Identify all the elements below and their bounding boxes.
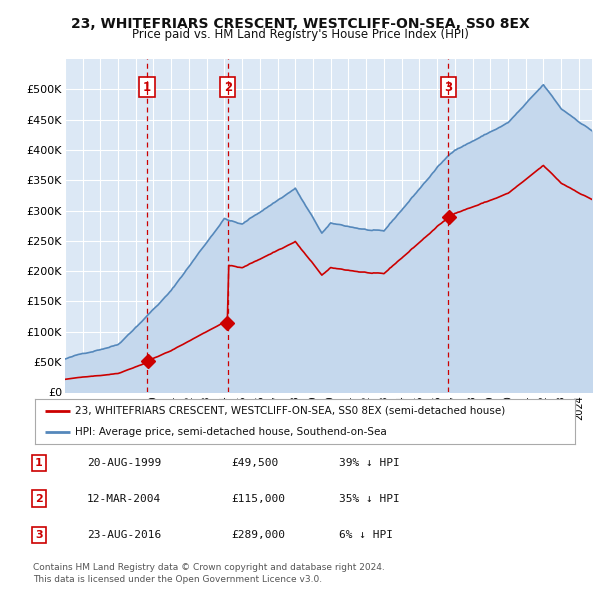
Text: 39% ↓ HPI: 39% ↓ HPI	[339, 458, 400, 468]
Text: 2: 2	[35, 494, 43, 503]
Text: 35% ↓ HPI: 35% ↓ HPI	[339, 494, 400, 503]
Text: 2: 2	[224, 81, 232, 94]
Text: 3: 3	[445, 81, 452, 94]
Text: 6% ↓ HPI: 6% ↓ HPI	[339, 530, 393, 540]
Text: 3: 3	[35, 530, 43, 540]
Text: £289,000: £289,000	[231, 530, 285, 540]
Text: Price paid vs. HM Land Registry's House Price Index (HPI): Price paid vs. HM Land Registry's House …	[131, 28, 469, 41]
Text: 1: 1	[143, 81, 151, 94]
Text: Contains HM Land Registry data © Crown copyright and database right 2024.
This d: Contains HM Land Registry data © Crown c…	[33, 563, 385, 584]
Text: 23, WHITEFRIARS CRESCENT, WESTCLIFF-ON-SEA, SS0 8EX (semi-detached house): 23, WHITEFRIARS CRESCENT, WESTCLIFF-ON-S…	[76, 406, 506, 416]
Text: 12-MAR-2004: 12-MAR-2004	[87, 494, 161, 503]
Text: 23, WHITEFRIARS CRESCENT, WESTCLIFF-ON-SEA, SS0 8EX: 23, WHITEFRIARS CRESCENT, WESTCLIFF-ON-S…	[71, 17, 529, 31]
Text: 20-AUG-1999: 20-AUG-1999	[87, 458, 161, 468]
Text: £115,000: £115,000	[231, 494, 285, 503]
Text: £49,500: £49,500	[231, 458, 278, 468]
Text: 23-AUG-2016: 23-AUG-2016	[87, 530, 161, 540]
Text: HPI: Average price, semi-detached house, Southend-on-Sea: HPI: Average price, semi-detached house,…	[76, 427, 387, 437]
Text: 1: 1	[35, 458, 43, 468]
